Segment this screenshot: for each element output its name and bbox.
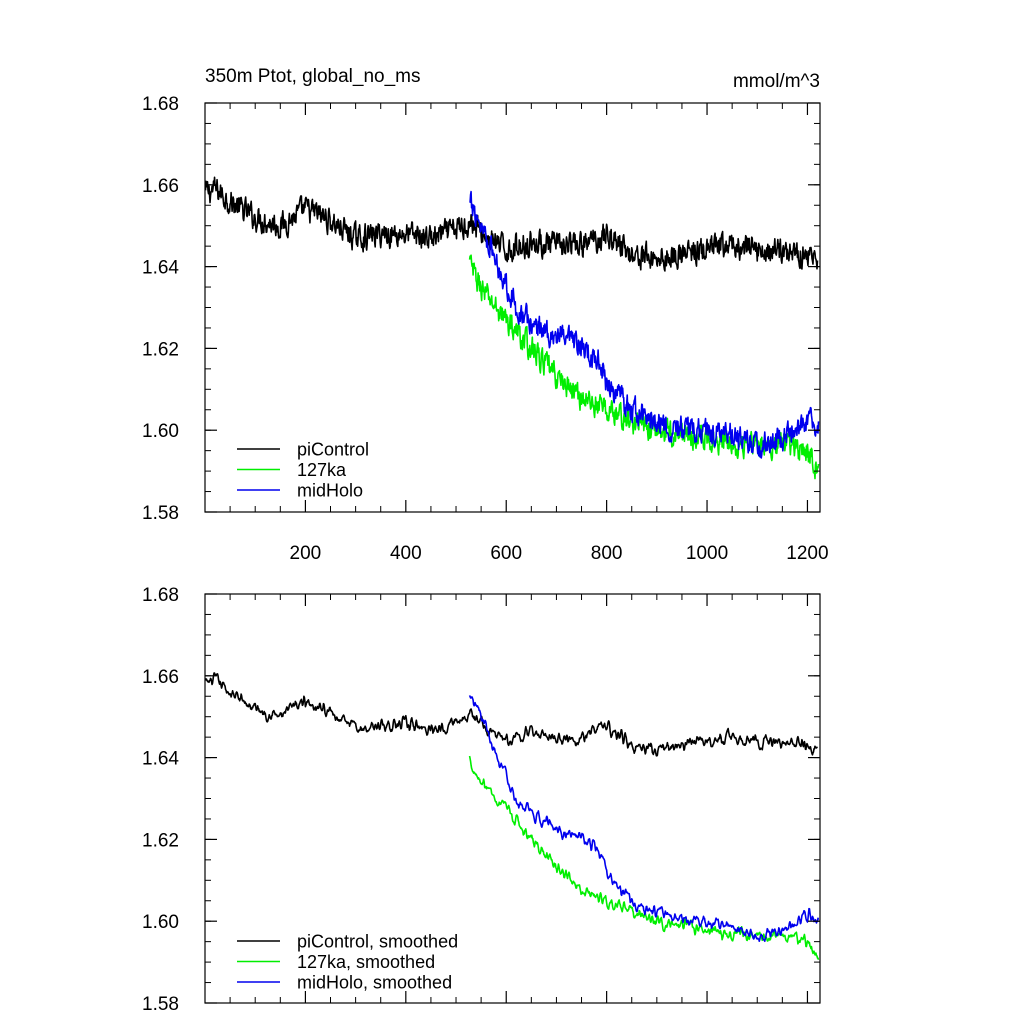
x-tick-label: 800 — [591, 543, 623, 564]
legend-label: midHolo, smoothed — [297, 973, 452, 993]
x-tick-label: 1200 — [786, 543, 828, 564]
x-tick-label: 400 — [390, 543, 422, 564]
y-tick-label: 1.62 — [142, 339, 179, 360]
y-tick-label: 1.60 — [142, 421, 179, 442]
legend-label: piControl, smoothed — [297, 932, 458, 952]
y-tick-label: 1.68 — [142, 94, 179, 115]
chart-title: 350m Ptot, global_no_ms — [205, 66, 420, 87]
y-tick-label: 1.66 — [142, 667, 179, 688]
y-tick-label: 1.68 — [142, 585, 179, 606]
legend-label: 127ka, smoothed — [297, 952, 435, 972]
chart-panel-2: 1.58 1.60 1.62 1.64 1.66 1.68 piControl, smoot… — [142, 585, 821, 1015]
x-tick-label: 1000 — [686, 543, 728, 564]
y-tick-label: 1.62 — [142, 830, 179, 851]
y-tick-label: 1.60 — [142, 912, 179, 933]
y-tick-label: 1.58 — [142, 503, 179, 524]
legend-label: 127ka — [297, 460, 347, 480]
y-tick-label: 1.64 — [142, 749, 179, 770]
legend-label: piControl — [297, 440, 369, 460]
y-tick-label: 1.66 — [142, 176, 179, 197]
series-line-picontrol — [204, 176, 819, 272]
series-line-midholo — [469, 190, 820, 459]
units-label: mmol/m^3 — [733, 71, 820, 92]
y-tick-label: 1.64 — [142, 258, 179, 279]
series-line-127ka-smoothed — [468, 755, 820, 961]
series-line-picontrol-smoothed — [204, 672, 818, 757]
chart-panel-1: 1.58 1.60 1.62 1.64 1.66 1.68 200 400 600 800 1000… — [142, 66, 829, 564]
series-line-midholo-smoothed — [468, 695, 820, 943]
y-tick-label: 1.58 — [142, 994, 179, 1015]
x-tick-label: 200 — [290, 543, 322, 564]
legend-label: midHolo — [297, 481, 363, 501]
x-tick-label: 600 — [490, 543, 522, 564]
